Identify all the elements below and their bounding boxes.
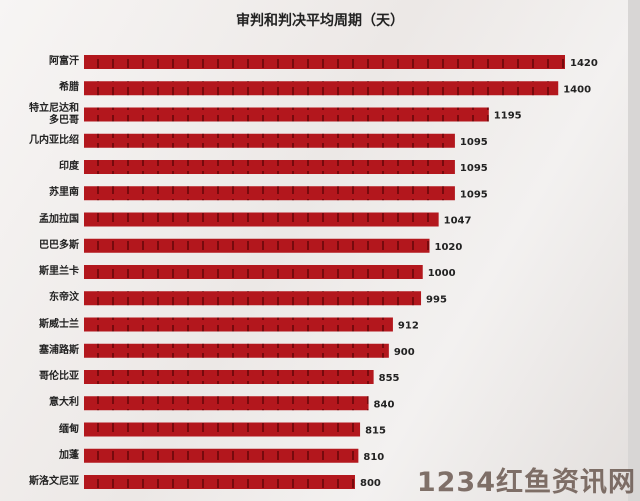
background-stripe xyxy=(628,0,640,501)
category-label: 斯威士兰 xyxy=(39,318,79,330)
value-label: 1020 xyxy=(435,242,463,253)
chart-title: 审判和判决平均周期（天） xyxy=(236,13,404,29)
value-label: 995 xyxy=(426,294,447,305)
value-label: 855 xyxy=(379,373,400,384)
bar-texture xyxy=(84,422,361,437)
category-label: 孟加拉国 xyxy=(39,213,79,225)
category-label: 缅甸 xyxy=(59,423,79,435)
category-label: 加蓬 xyxy=(59,449,79,461)
category-label: 斯洛文尼亚 xyxy=(29,476,79,487)
bar-texture xyxy=(84,265,423,279)
value-label: 1420 xyxy=(570,58,598,69)
bar-texture xyxy=(84,133,455,148)
category-label: 斯里兰卡 xyxy=(39,266,79,277)
bar-texture xyxy=(84,212,439,227)
bar-texture xyxy=(84,448,359,463)
category-label: 几内亚比绍 xyxy=(29,134,79,146)
category-label: 意大利 xyxy=(49,397,79,409)
value-label: 912 xyxy=(398,321,419,332)
category-label: 特立尼达和多巴哥 xyxy=(29,102,79,126)
category-label: 印度 xyxy=(59,161,79,172)
bar-texture xyxy=(84,160,455,174)
bar-texture xyxy=(84,317,393,332)
bar-texture xyxy=(84,343,389,358)
value-label: 810 xyxy=(363,452,384,463)
category-label: 苏里南 xyxy=(49,187,79,199)
value-label: 1400 xyxy=(563,84,591,95)
category-label: 希腊 xyxy=(59,82,79,94)
category-label: 东帝汶 xyxy=(49,292,79,304)
value-label: 815 xyxy=(365,426,386,437)
bar-texture xyxy=(84,55,565,69)
category-label: 阿富汗 xyxy=(49,56,79,67)
category-label: 塞浦路斯 xyxy=(39,344,79,356)
category-label: 巴巴多斯 xyxy=(39,239,79,251)
bar-texture xyxy=(84,475,355,489)
bar-texture xyxy=(84,186,455,201)
value-label: 840 xyxy=(374,399,395,410)
value-label: 1195 xyxy=(494,111,522,122)
value-label: 1095 xyxy=(460,137,488,148)
value-label: 900 xyxy=(394,347,415,358)
bar-texture xyxy=(84,107,489,122)
bar-texture xyxy=(84,238,430,253)
bar-texture xyxy=(84,291,422,306)
bar-texture xyxy=(84,370,374,384)
bar-texture xyxy=(84,396,369,411)
watermark: 1234红鱼资讯网 xyxy=(416,467,636,498)
value-label: 1047 xyxy=(444,216,472,227)
value-label: 1095 xyxy=(460,189,488,200)
value-label: 1095 xyxy=(460,163,488,174)
bar-texture xyxy=(84,81,559,96)
value-label: 800 xyxy=(360,478,381,489)
category-label: 哥伦比亚 xyxy=(39,371,79,382)
value-label: 1000 xyxy=(428,268,456,279)
